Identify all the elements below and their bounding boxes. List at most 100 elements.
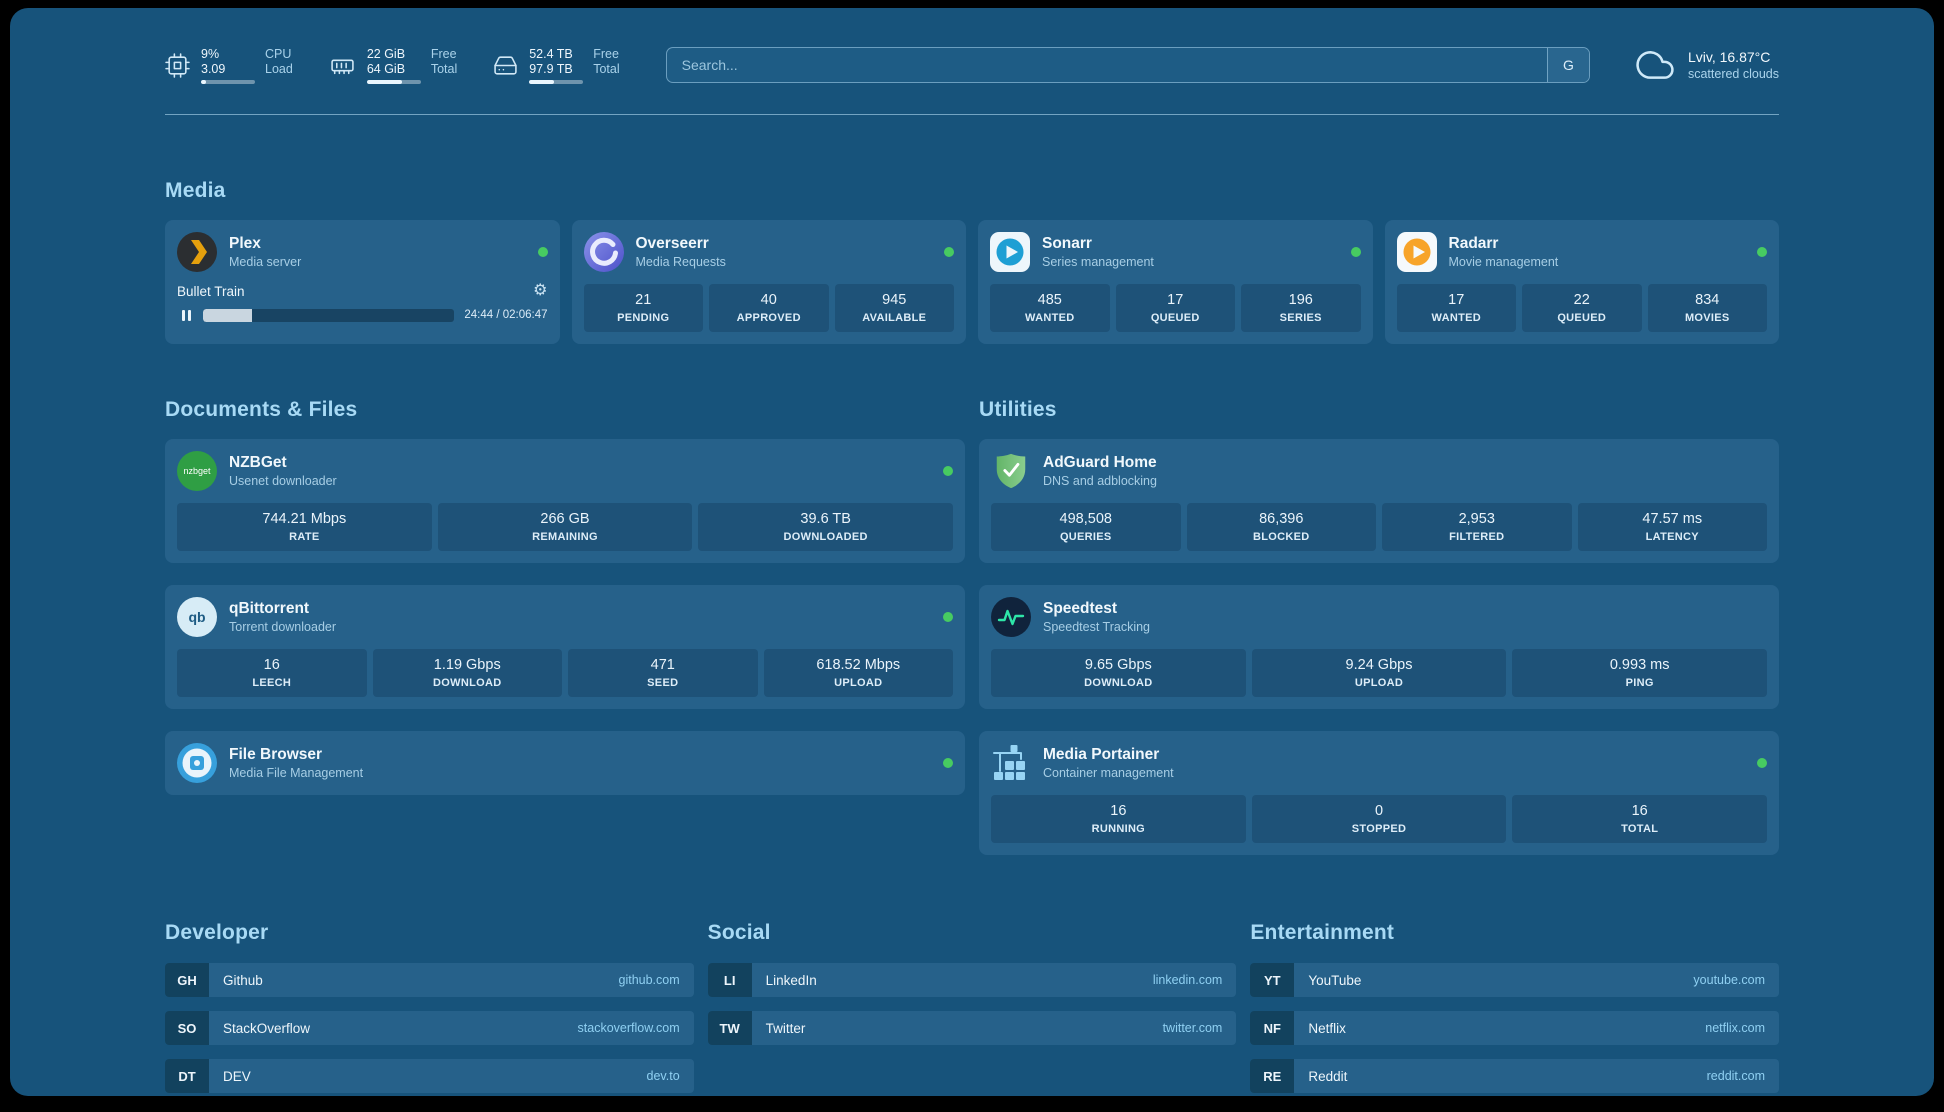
media-grid: Plex Media server Bullet Train ⚙ 24:44 /… <box>165 220 1779 344</box>
disk-progress-fill <box>529 79 555 84</box>
speedtest-stats: 9.65 Gbps DOWNLOAD 9.24 Gbps UPLOAD 0.99… <box>991 649 1768 697</box>
speedtest-card[interactable]: Speedtest Speedtest Tracking 9.65 Gbps D… <box>979 585 1779 709</box>
disk-values: 52.4 TB 97.9 TB <box>529 47 584 84</box>
bookmark-abbr: SO <box>165 1011 209 1045</box>
bookmark-url: twitter.com <box>1162 1021 1223 1035</box>
app-subtitle: Media File Management <box>229 766 364 780</box>
gear-icon[interactable]: ⚙ <box>533 282 548 299</box>
bookmark-abbr: LI <box>707 963 752 997</box>
search-engine-button[interactable]: G <box>1546 48 1589 82</box>
radarr-card[interactable]: Radarr Movie management 17 WANTED 22 QUE… <box>1384 220 1779 344</box>
bookmark-reddit[interactable]: RE Reddit reddit.com <box>1250 1059 1779 1093</box>
app-name: NZBGet <box>229 454 287 471</box>
search-input[interactable] <box>666 48 1547 82</box>
stat-label: PING <box>1625 677 1654 689</box>
bookmark-dev[interactable]: DT DEV dev.to <box>165 1059 694 1093</box>
stat-box: 22 QUEUED <box>1522 284 1642 332</box>
cpu-percent: 9% <box>201 46 220 61</box>
ram-label-bottom: Total <box>430 61 458 76</box>
stat-box: 9.24 Gbps UPLOAD <box>1251 649 1507 697</box>
cpu-label-top: CPU <box>265 46 292 61</box>
bookmark-twitter[interactable]: TW Twitter twitter.com <box>707 1011 1237 1045</box>
cpu-values: 9% 3.09 <box>201 47 255 84</box>
bookmark-url: reddit.com <box>1706 1069 1765 1083</box>
ram-icon <box>329 53 356 78</box>
plex-card[interactable]: Plex Media server Bullet Train ⚙ 24:44 /… <box>165 220 560 344</box>
stat-box: 834 MOVIES <box>1647 284 1767 332</box>
bookmark-url: linkedin.com <box>1152 973 1223 987</box>
bookmark-name: Netflix <box>1308 1020 1346 1036</box>
stat-box: 86,396 BLOCKED <box>1186 503 1376 551</box>
stat-box: 744.21 Mbps RATE <box>177 503 432 551</box>
bookmark-linkedin[interactable]: LI LinkedIn linkedin.com <box>707 963 1237 997</box>
cpu-load: 3.09 <box>201 61 226 76</box>
qbittorrent-card[interactable]: qb qBittorrent Torrent downloader 16 LEE… <box>165 585 965 709</box>
stat-label: LATENCY <box>1645 531 1699 543</box>
stat-label: APPROVED <box>736 312 801 324</box>
sonarr-card-header: Sonarr Series management <box>990 232 1361 272</box>
stat-label: FILTERED <box>1449 531 1505 543</box>
portainer-stats: 16 RUNNING 0 STOPPED 16 TOTAL <box>991 795 1768 843</box>
bookmark-abbr: NF <box>1250 1011 1295 1045</box>
stat-value: 9.65 Gbps <box>1084 657 1152 673</box>
bookmark-name: StackOverflow <box>223 1020 311 1036</box>
bookmark-stackoverflow[interactable]: SO StackOverflow stackoverflow.com <box>165 1011 694 1045</box>
bookmark-youtube[interactable]: YT YouTube youtube.com <box>1250 963 1779 997</box>
bookmark-netflix[interactable]: NF Netflix netflix.com <box>1250 1011 1779 1045</box>
stat-box: 945 AVAILABLE <box>834 284 954 332</box>
bookmark-github[interactable]: GH Github github.com <box>165 963 694 997</box>
cpu-progress-fill <box>201 79 206 84</box>
cpu-metric: 9% 3.09 CPU Load <box>165 47 293 84</box>
disk-progress-bar <box>529 79 584 84</box>
overseerr-card[interactable]: Overseerr Media Requests 21 PENDING 40 A… <box>571 220 966 344</box>
section-title-media: Media <box>165 179 226 202</box>
qbittorrent-icon: qb <box>177 597 217 637</box>
utilities-column: Utilities AdGuard Home <box>979 398 1779 855</box>
nzbget-icon-label: nzbget <box>183 466 211 476</box>
stat-label: QUERIES <box>1059 531 1112 543</box>
ram-metric: 22 GiB 64 GiB Free Total <box>329 47 457 84</box>
qbittorrent-stats: 16 LEECH 1.19 Gbps DOWNLOAD 471 SEED 618… <box>177 649 953 697</box>
stat-label: STOPPED <box>1351 823 1407 835</box>
cpu-label-bottom: Load <box>265 61 293 76</box>
portainer-card[interactable]: Media Portainer Container management 16 … <box>979 731 1779 855</box>
stat-box: 618.52 Mbps UPLOAD <box>763 649 953 697</box>
stat-label: DOWNLOAD <box>433 677 502 689</box>
stat-box: 40 APPROVED <box>709 284 829 332</box>
qbittorrent-card-header: qb qBittorrent Torrent downloader <box>177 597 953 637</box>
stat-box: 196 SERIES <box>1241 284 1361 332</box>
adguard-card-header: AdGuard Home DNS and adblocking <box>991 451 1767 491</box>
stat-label: TOTAL <box>1621 823 1659 835</box>
stat-label: WANTED <box>1025 312 1075 324</box>
bookmark-name: Reddit <box>1308 1068 1348 1084</box>
stat-value: 16 <box>1110 803 1127 819</box>
status-dot <box>943 758 953 768</box>
stat-box: 498,508 QUERIES <box>991 503 1181 551</box>
sonarr-card[interactable]: Sonarr Series management 485 WANTED 17 Q… <box>978 220 1373 344</box>
status-dot <box>943 466 953 476</box>
section-title-utilities: Utilities <box>979 398 1057 421</box>
adguard-icon <box>991 451 1031 491</box>
stat-value: 40 <box>760 292 777 308</box>
nzbget-card[interactable]: nzbget NZBGet Usenet downloader 744.21 M… <box>165 439 965 563</box>
stat-label: MOVIES <box>1684 312 1730 324</box>
middle-columns: Documents & Files nzbget NZBGet Usenet d… <box>165 398 1779 855</box>
app-name: Sonarr <box>1042 235 1092 252</box>
app-name: Plex <box>229 235 261 252</box>
bookmark-abbr: RE <box>1250 1059 1295 1093</box>
disk-labels: Free Total <box>593 47 619 84</box>
radarr-icon <box>1396 232 1437 272</box>
stat-label: DOWNLOAD <box>1084 677 1153 689</box>
status-dot <box>943 612 953 622</box>
ram-labels: Free Total <box>431 47 457 84</box>
filebrowser-card[interactable]: File Browser Media File Management <box>165 731 965 795</box>
pause-button[interactable] <box>177 308 195 322</box>
stat-box: 2,953 FILTERED <box>1382 503 1572 551</box>
stat-value: 485 <box>1037 292 1062 308</box>
stat-label: QUEUED <box>1557 312 1607 324</box>
stat-value: 16 <box>1631 803 1648 819</box>
adguard-card[interactable]: AdGuard Home DNS and adblocking 498,508 … <box>979 439 1779 563</box>
cpu-labels: CPU Load <box>265 47 293 84</box>
stat-label: UPLOAD <box>834 677 883 689</box>
bookmark-name: LinkedIn <box>765 972 817 988</box>
